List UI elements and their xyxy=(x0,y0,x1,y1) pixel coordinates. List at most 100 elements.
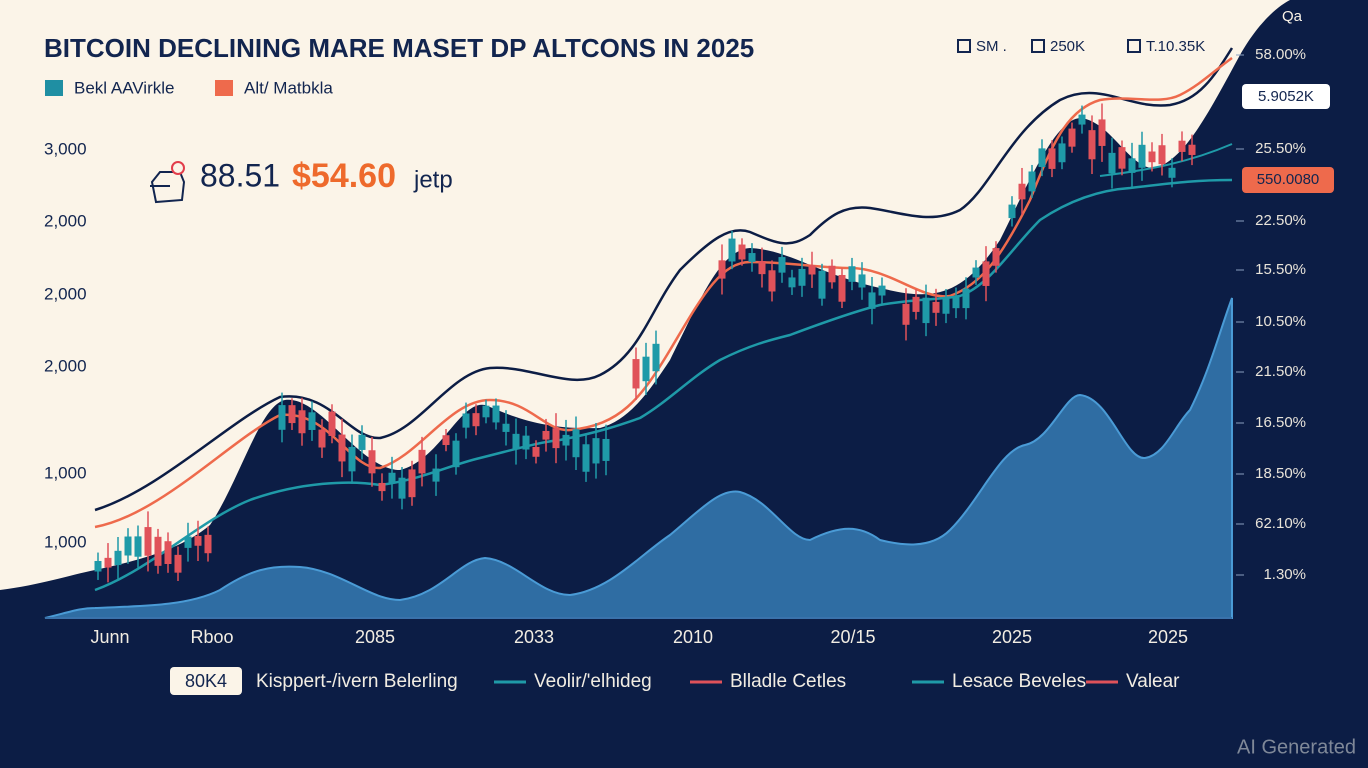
candle-body xyxy=(432,468,440,482)
candle-body xyxy=(318,429,326,448)
candle-body xyxy=(1088,130,1096,160)
candle-body xyxy=(134,536,142,557)
candle-body xyxy=(552,428,560,449)
candle-body xyxy=(1188,144,1196,155)
stat-label: SM . xyxy=(976,38,1007,55)
corner-label: Qa xyxy=(1282,8,1303,25)
candle-body xyxy=(562,434,570,446)
candle-body xyxy=(972,267,980,278)
badge-label: 5.9052K xyxy=(1258,88,1314,105)
candle-body xyxy=(952,297,960,309)
price-highlight: $54.60 xyxy=(292,157,396,195)
candle-body xyxy=(278,405,286,430)
x-tick-label: 2033 xyxy=(514,627,554,647)
x-tick-label: 2025 xyxy=(1148,627,1188,647)
candle-body xyxy=(542,430,550,440)
price-icon xyxy=(150,161,186,204)
candle-body xyxy=(962,288,970,309)
candle-body xyxy=(1018,183,1026,200)
y2-tick-label: 15.50% xyxy=(1255,261,1306,278)
legend-label: Valear xyxy=(1126,671,1180,692)
candle-body xyxy=(778,257,786,273)
candle-body xyxy=(348,446,356,472)
x-axis: Junn Rboo 2085 2033 2010 20/15 2025 2025 xyxy=(90,627,1188,647)
candle-body xyxy=(728,238,736,262)
candle-body xyxy=(194,536,202,546)
price-suffix: jetp xyxy=(413,166,453,193)
candle-body xyxy=(582,444,590,472)
x-tick-label: Junn xyxy=(90,627,129,647)
candle-body xyxy=(912,296,920,312)
x-tick-label: 20/15 xyxy=(830,627,875,647)
candle-body xyxy=(788,277,796,288)
badge xyxy=(1242,84,1330,109)
candle-body xyxy=(144,527,152,556)
candle-body xyxy=(1168,167,1176,178)
y2-tick-label: 10.50% xyxy=(1255,313,1306,330)
candle-body xyxy=(1078,114,1086,125)
candle-body xyxy=(922,297,930,324)
candle-body xyxy=(378,482,386,492)
bottom-legend: Kisppert-/ivern Belerling Veolir/'elhideg… xyxy=(256,671,1180,692)
right-axis: 58.00% 25.50% 22.50% 15.50% 10.50% 21.50% 16.5… xyxy=(1236,46,1306,583)
candle-body xyxy=(1068,128,1076,147)
candle-body xyxy=(532,446,540,457)
candle-body xyxy=(298,410,306,434)
legend-label: Alt/ Matbkla xyxy=(244,78,333,97)
stat-label: 250K xyxy=(1050,38,1085,55)
volume-area xyxy=(44,297,1233,619)
legend-label: Kisppert-/ivern Belerling xyxy=(256,671,458,692)
candle-body xyxy=(398,477,406,499)
candle-body xyxy=(94,560,102,572)
candle-body xyxy=(452,440,460,468)
stat-label: T.10.35K xyxy=(1146,38,1205,55)
candle-body xyxy=(1008,204,1016,219)
x-tick-label: Rboo xyxy=(190,627,233,647)
candle-body xyxy=(418,449,426,474)
candle-body xyxy=(1118,147,1126,169)
stat-icon xyxy=(957,39,971,53)
candle-body xyxy=(154,536,162,566)
legend-label: Lesace Beveles xyxy=(952,671,1086,692)
candle-body xyxy=(652,343,660,372)
candle-body xyxy=(164,541,172,564)
badge xyxy=(1242,167,1334,193)
candle-body xyxy=(338,434,346,462)
stat-icon xyxy=(1031,39,1045,53)
y-tick-label: 2,000 xyxy=(44,284,87,303)
candle-body xyxy=(642,356,650,382)
y-tick-label: 3,000 xyxy=(44,139,87,158)
y2-tick-label: 21.50% xyxy=(1255,363,1306,380)
y-tick-label: 2,000 xyxy=(44,356,87,375)
candle-body xyxy=(942,298,950,314)
legend-label: Blladle Cetles xyxy=(730,671,846,692)
candle-body xyxy=(808,265,816,275)
x-tick-label: 2085 xyxy=(355,627,395,647)
candle-body xyxy=(1178,140,1186,152)
y2-tick-label: 62.10% xyxy=(1255,515,1306,532)
candle-body xyxy=(738,244,746,260)
candle-body xyxy=(104,557,112,568)
candle-body xyxy=(592,438,600,464)
candles xyxy=(94,103,1196,583)
candle-body xyxy=(858,274,866,288)
candle-body xyxy=(868,292,876,309)
candle-body xyxy=(848,266,856,282)
teal-line-2 xyxy=(1099,143,1233,177)
y2-tick-label: 58.00% xyxy=(1255,46,1306,63)
candle-body xyxy=(308,412,316,430)
legend-label: Bekl AAVirkle xyxy=(74,78,174,97)
candle-body xyxy=(602,438,610,461)
y-tick-label: 1,000 xyxy=(44,463,87,482)
y-tick-label: 1,000 xyxy=(44,532,87,551)
title: BITCOIN DECLINING MARE MASET DP ALTCONS … xyxy=(44,33,754,63)
candle-body xyxy=(204,534,212,554)
candle-body xyxy=(358,434,366,450)
candle-body xyxy=(838,274,846,302)
y-tick-label: 2,000 xyxy=(44,211,87,230)
badge-label: 550.0080 xyxy=(1257,171,1320,188)
candle-body xyxy=(1048,148,1056,169)
candle-body xyxy=(114,550,122,566)
x-tick-label: 2025 xyxy=(992,627,1032,647)
